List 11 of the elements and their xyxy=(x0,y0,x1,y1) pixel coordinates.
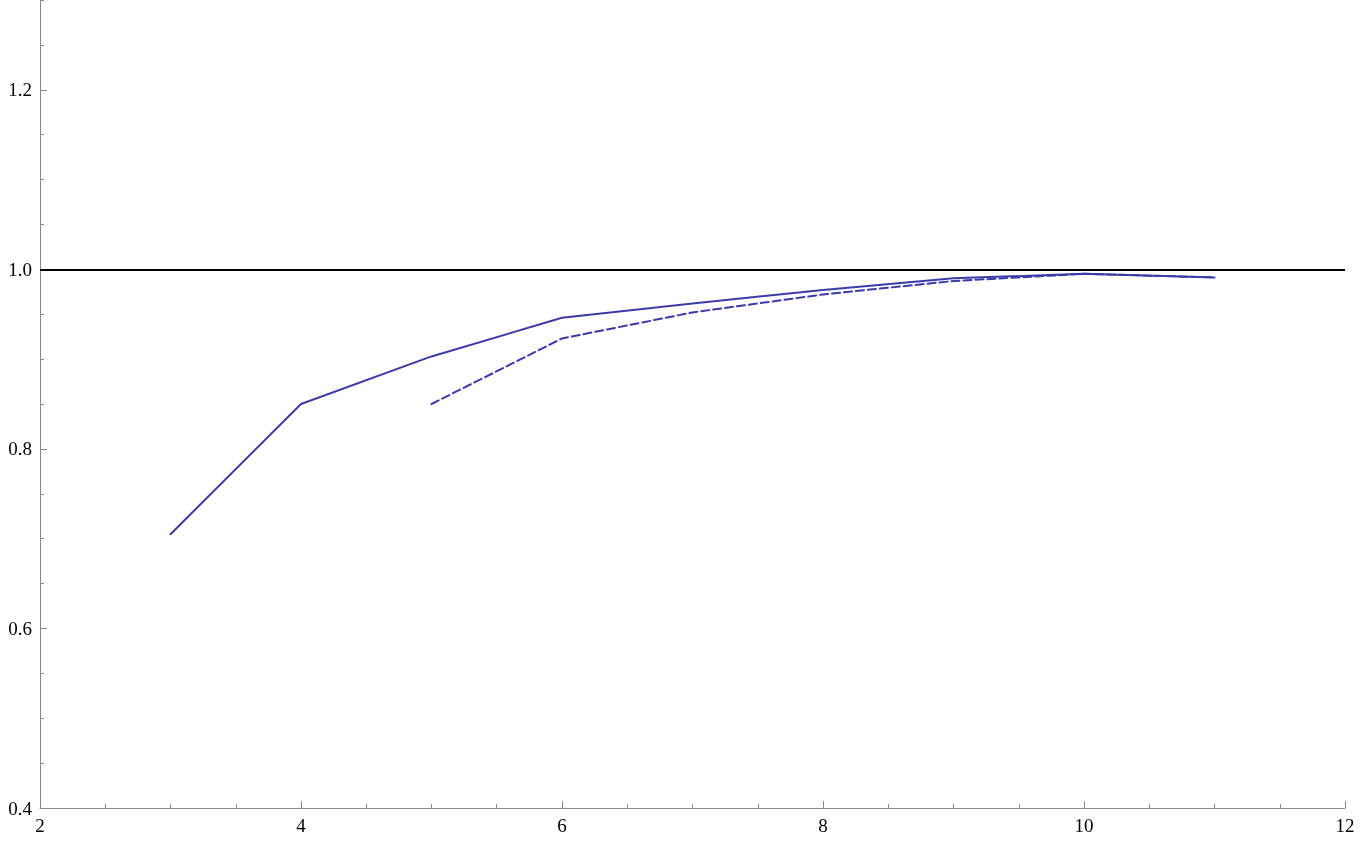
y-tick-label: 1.2 xyxy=(8,79,32,101)
y-tick-label: 0.6 xyxy=(8,617,32,639)
x-tick-label: 2 xyxy=(35,815,45,836)
x-tick-label: 8 xyxy=(818,815,828,836)
x-tick-label: 4 xyxy=(296,815,307,836)
y-tick-label: 0.8 xyxy=(8,438,32,460)
x-tick-label: 12 xyxy=(1335,815,1355,836)
x-tick-label: 10 xyxy=(1074,815,1094,836)
y-tick-label: 1.0 xyxy=(8,258,32,280)
y-tick-label: 0.4 xyxy=(8,797,33,819)
x-tick-label: 6 xyxy=(557,815,567,836)
